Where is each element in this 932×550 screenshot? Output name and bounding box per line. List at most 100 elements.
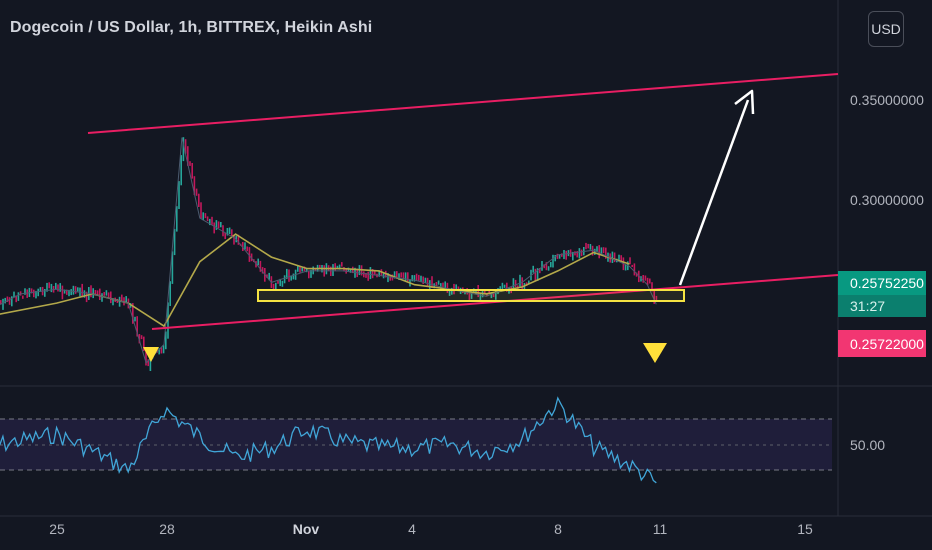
candle (618, 254, 620, 260)
time-label-25: 25 (49, 521, 65, 537)
candle (35, 290, 37, 299)
candle (149, 357, 152, 371)
candle (470, 291, 473, 299)
candle (495, 290, 497, 300)
candle (574, 251, 576, 256)
candle (70, 289, 72, 296)
candle (499, 286, 501, 291)
candle (558, 254, 561, 259)
candle (272, 283, 275, 290)
candle (503, 284, 506, 288)
candle (204, 213, 207, 219)
time-label-11: 11 (653, 521, 668, 537)
candle (479, 292, 482, 302)
candle (209, 218, 211, 226)
candle (349, 268, 352, 273)
candle (578, 248, 581, 259)
candle (631, 264, 633, 267)
candle (371, 269, 374, 279)
candle (22, 295, 24, 299)
candle (44, 289, 46, 297)
candle (594, 248, 596, 255)
candle (191, 163, 193, 179)
candle (596, 246, 598, 253)
candle (248, 247, 251, 262)
channel-upper-line[interactable] (87, 73, 839, 134)
candle (393, 271, 396, 279)
candle (290, 275, 292, 281)
candle (541, 261, 543, 271)
candle (514, 279, 517, 288)
time-label-4: 4 (408, 521, 416, 537)
candle (561, 253, 563, 257)
candle (420, 275, 422, 282)
candle (580, 249, 583, 257)
candle (85, 291, 88, 303)
candle (39, 287, 42, 292)
candle (222, 225, 224, 237)
candle (624, 264, 627, 271)
candle (442, 282, 444, 291)
candle (512, 278, 515, 289)
candle (433, 283, 435, 289)
candle (363, 271, 365, 278)
candle (552, 254, 554, 268)
projection-arrow[interactable] (678, 89, 755, 286)
candle (206, 216, 209, 222)
candle (387, 273, 389, 283)
candle (279, 278, 281, 287)
candle (200, 202, 202, 219)
candle (605, 247, 607, 259)
candle (534, 268, 537, 282)
candle (532, 265, 534, 273)
currency-button[interactable]: USD (868, 11, 904, 47)
candle (521, 277, 523, 289)
candle (572, 251, 574, 261)
candle (283, 275, 286, 284)
candle (132, 303, 134, 324)
candle (402, 272, 405, 279)
candle (556, 253, 559, 259)
candle (46, 282, 48, 292)
candle (136, 316, 138, 337)
candle (138, 334, 141, 344)
candle (228, 227, 231, 234)
candle (72, 285, 75, 295)
candle (145, 348, 147, 366)
candle (653, 289, 655, 304)
candle (11, 296, 13, 307)
support-zone[interactable] (257, 289, 685, 302)
candle (585, 242, 587, 250)
candle (217, 221, 220, 229)
candle (303, 266, 306, 272)
candle (286, 268, 288, 279)
candle (486, 293, 488, 297)
candle (246, 246, 248, 252)
candle (490, 292, 493, 299)
candle (182, 137, 185, 162)
candle (105, 290, 108, 296)
candle (4, 297, 6, 304)
candle (211, 216, 213, 225)
candle (96, 290, 99, 296)
candle (0, 300, 2, 305)
candle (198, 193, 200, 207)
candle (147, 359, 149, 367)
time-label-28: 28 (159, 521, 175, 537)
bid-price-tag: 0.25722000 (838, 330, 926, 357)
candle (103, 292, 105, 296)
candle (301, 267, 303, 272)
candle (547, 266, 550, 271)
candle (576, 251, 578, 258)
candle (319, 264, 321, 269)
candle (365, 273, 367, 278)
candle (55, 282, 57, 290)
candle (37, 288, 39, 297)
candle (59, 283, 61, 292)
candle (413, 275, 416, 282)
candle (33, 289, 35, 298)
candle (220, 222, 222, 228)
candle (237, 234, 240, 245)
candle (655, 295, 658, 302)
